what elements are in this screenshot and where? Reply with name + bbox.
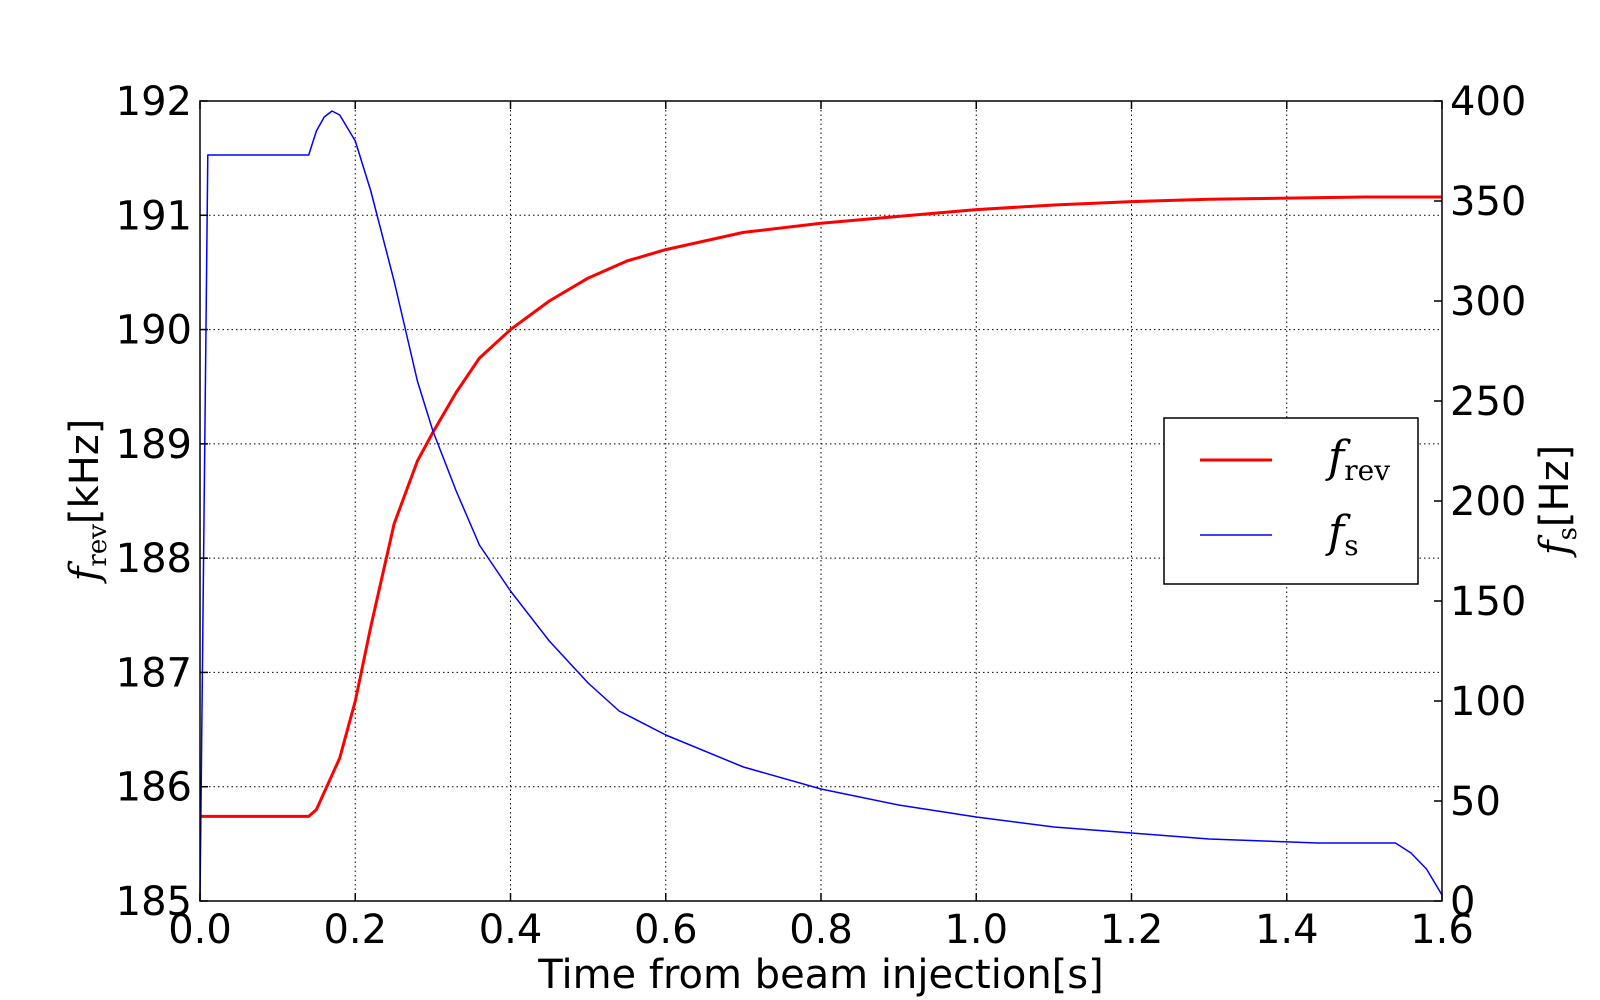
y-right-tick-label: 300 [1450,279,1526,325]
x-tick-label: 0.2 [323,907,387,953]
y-right-tick-label: 0 [1450,879,1475,925]
y-left-tick-label: 192 [116,79,192,125]
x-axis-label: Time from beam injection[s] [537,952,1103,998]
x-tick-label: 1.2 [1100,907,1164,953]
series-line-f-rev [200,195,1442,818]
y-right-tick-label: 200 [1450,479,1526,525]
y-right-tick-label: 400 [1450,79,1526,125]
y-left-label-unit: [kHz] [62,419,108,524]
y-left-label-sub: rev [83,524,113,567]
x-tick-label: 0.4 [479,907,543,953]
y-left-tick-label: 187 [116,650,192,696]
legend-frame [1163,417,1419,585]
x-tick-label: 0.8 [789,907,853,953]
legend: frev fs [1163,417,1419,585]
y-left-tick-label: 190 [116,308,192,354]
x-tick-label: 0.0 [168,907,232,953]
y-right-tick-label: 100 [1450,679,1526,725]
ticks-layer: 0.0 0.2 0.4 0.6 0.8 1.0 1.2 1.4 1.6 185 186 187 188 1… [116,79,1527,953]
y-left-tick-label: 191 [116,193,192,239]
y-left-tick-label: 185 [116,879,192,925]
y-right-label-unit: [Hz] [1532,445,1578,527]
y-left-tick-label: 186 [116,765,192,811]
y-left-tick-label: 189 [116,422,192,468]
x-tick-label: 0.6 [634,907,698,953]
y-right-axis-label: fs[Hz] [1532,445,1583,558]
series-line-f-s [199,110,1443,902]
series-layer [199,110,1443,902]
x-tick-label: 1.0 [944,907,1008,953]
y-right-tick-label: 350 [1450,179,1526,225]
y-right-label-sub: s [1553,527,1583,540]
y-left-axis-label: frev[kHz] [62,419,113,585]
y-left-tick-label: 188 [116,536,192,582]
y-right-tick-label: 50 [1450,779,1501,825]
x-tick-label: 1.6 [1410,907,1474,953]
y-right-tick-label: 150 [1450,579,1526,625]
y-right-tick-label: 250 [1450,379,1526,425]
x-tick-label: 1.4 [1255,907,1319,953]
